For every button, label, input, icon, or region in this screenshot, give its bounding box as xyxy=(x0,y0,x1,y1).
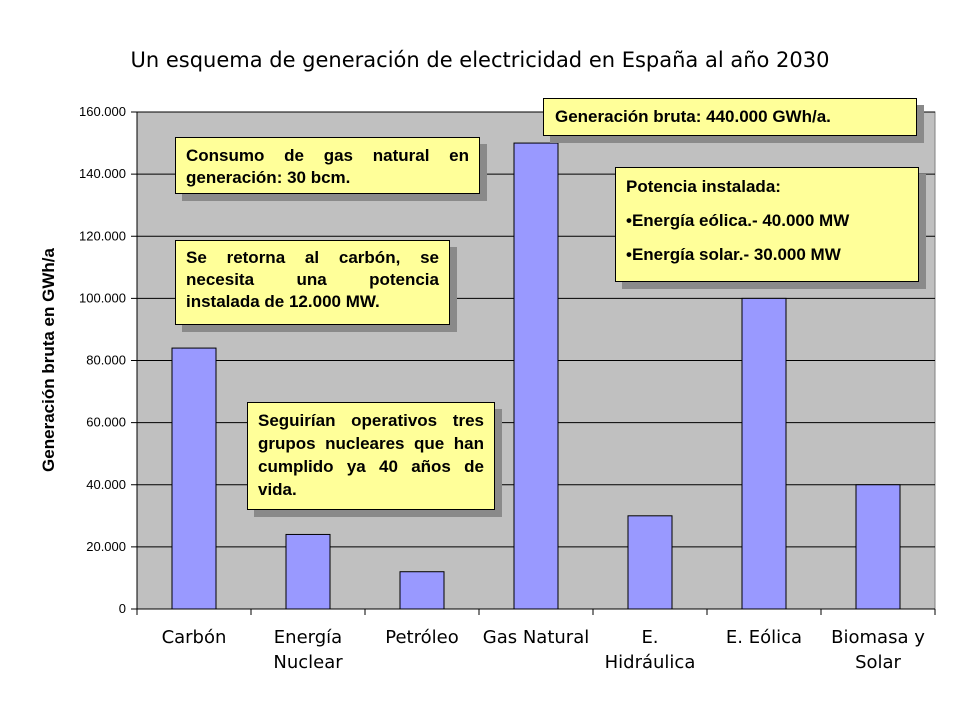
callout-coal: Se retorna al carbón, se necesita una po… xyxy=(175,240,450,325)
x-tick-label: Petróleo xyxy=(385,627,458,648)
y-tick-label: 60.000 xyxy=(86,415,126,430)
callout-total-generation: Generación bruta: 440.000 GWh/a. xyxy=(543,98,917,136)
callout-nuclear: Seguirían operativos tres grupos nuclear… xyxy=(247,402,495,510)
y-tick-label: 100.000 xyxy=(79,290,126,305)
bar xyxy=(171,347,217,610)
callout-gas-text: Consumo de gas natural en generación: 30… xyxy=(186,146,469,187)
y-tick-label: 120.000 xyxy=(79,228,126,243)
callout-total-text: Generación bruta: 440.000 GWh/a. xyxy=(555,107,831,126)
callout-installed-capacity: Potencia instalada: Energía eólica.- 40.… xyxy=(615,167,919,282)
callout-nuclear-text: Seguirían operativos tres grupos nuclear… xyxy=(258,411,484,499)
y-axis-label: Generación bruta en GWh/a xyxy=(39,248,58,472)
callout-capacity-list: Energía eólica.- 40.000 MW Energía solar… xyxy=(626,210,908,266)
x-tick-label: E. Hidráulica xyxy=(605,627,696,673)
bar xyxy=(513,142,559,610)
y-tick-label: 0 xyxy=(119,601,126,616)
bar xyxy=(627,515,673,610)
y-tick-label: 80.000 xyxy=(86,353,126,368)
y-tick-label: 140.000 xyxy=(79,166,126,181)
x-tick-label: Biomasa y Solar xyxy=(831,627,925,673)
y-axis: 0 20.000 40.000 60.000 80.000 100.000 120.000 1… xyxy=(79,104,138,616)
x-tick-label: E. Eólica xyxy=(726,627,802,648)
y-tick-label: 160.000 xyxy=(79,104,126,119)
callout-capacity-item: Energía eólica.- 40.000 MW xyxy=(626,210,908,232)
x-tick-label: Gas Natural xyxy=(483,627,589,648)
y-tick-label: 40.000 xyxy=(86,477,126,492)
x-axis: Carbón Energía Nuclear Petróleo Gas Natural E… xyxy=(136,608,936,673)
bar xyxy=(285,533,331,610)
callout-capacity-heading: Potencia instalada: xyxy=(626,177,781,196)
callout-gas-consumption: Consumo de gas natural en generación: 30… xyxy=(175,137,480,194)
bars xyxy=(171,142,901,610)
y-tick-label: 20.000 xyxy=(86,539,126,554)
bar xyxy=(855,484,901,610)
bar xyxy=(399,571,445,610)
callout-coal-text: Se retorna al carbón, se necesita una po… xyxy=(186,248,439,311)
bar xyxy=(741,297,787,610)
chart-title: Un esquema de generación de electricidad… xyxy=(130,48,829,72)
x-tick-label: Carbón xyxy=(162,627,227,648)
callout-capacity-item: Energía solar.- 30.000 MW xyxy=(626,244,908,266)
x-tick-label: Energía Nuclear xyxy=(273,627,343,673)
